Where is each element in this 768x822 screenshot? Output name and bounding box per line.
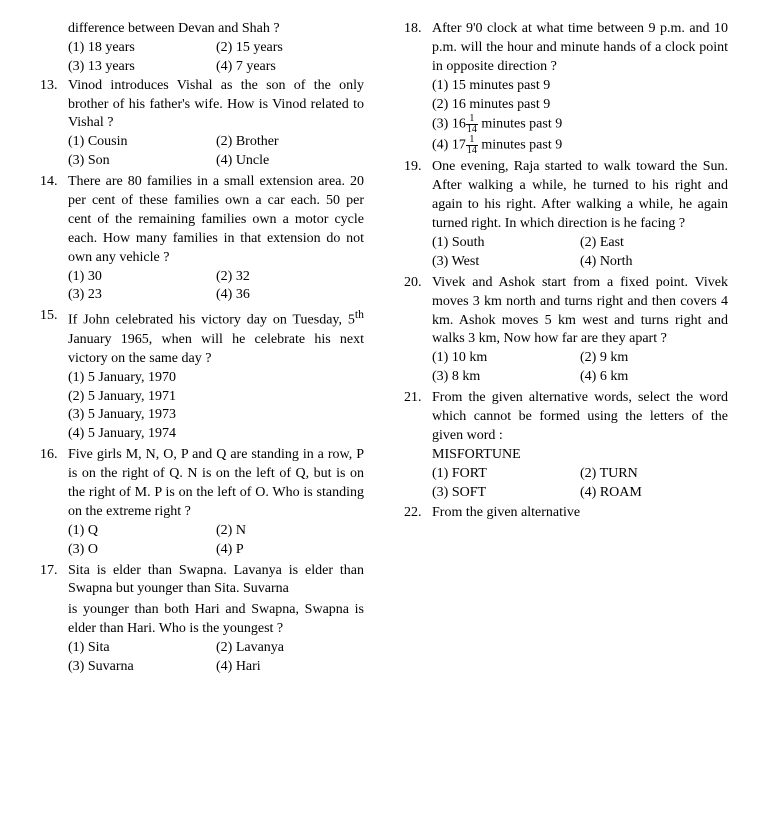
q15-opt1: (1) 5 January, 1970 (68, 369, 364, 388)
q17-body-a: Sita is elder than Swapna. Lavanya is el… (68, 562, 364, 600)
question-15: 15. If John celebrated his victory day o… (40, 307, 364, 444)
q17-opt3: (3) Suvarna (68, 658, 216, 677)
q17-text-b: is younger than both Hari and Swapna, Sw… (68, 601, 364, 639)
q14-options: (1) 30 (2) 32 (3) 23 (4) 36 (68, 268, 364, 306)
q20-opt1: (1) 10 km (432, 349, 580, 368)
q14-number: 14. (40, 173, 68, 305)
question-14: 14. There are 80 families in a small ext… (40, 173, 364, 305)
q15-text: If John celebrated his victory day on Tu… (68, 307, 364, 368)
question-13: 13. Vinod introduces Vishal as the son o… (40, 77, 364, 171)
q13-body: Vinod introduces Vishal as the son of th… (68, 77, 364, 171)
question-19: 19. One evening, Raja started to walk to… (404, 158, 728, 271)
q16-opt3: (3) O (68, 541, 216, 560)
q19-opt1: (1) South (432, 234, 580, 253)
question-18: 18. After 9'0 clock at what time between… (404, 20, 728, 156)
q22-text: From the given alternative (432, 504, 728, 523)
q17-options: (1) Sita (2) Lavanya (3) Suvarna (4) Har… (68, 639, 364, 677)
q21-opt3: (3) SOFT (432, 484, 580, 503)
q16-text: Five girls M, N, O, P and Q are standing… (68, 446, 364, 522)
q16-number: 16. (40, 446, 68, 559)
q12-options: (1) 18 years (2) 15 years (3) 13 years (… (68, 39, 364, 77)
q13-options: (1) Cousin (2) Brother (3) Son (4) Uncle (68, 133, 364, 171)
q13-opt2: (2) Brother (216, 133, 364, 152)
q20-body: Vivek and Ashok start from a fixed point… (432, 274, 728, 387)
q18-body: After 9'0 clock at what time between 9 p… (432, 20, 728, 156)
q22-body: From the given alternative (432, 504, 728, 523)
q15-opt2: (2) 5 January, 1971 (68, 388, 364, 407)
q18-options: (1) 15 minutes past 9 (2) 16 minutes pas… (432, 77, 728, 157)
q21-word: MISFORTUNE (432, 446, 728, 465)
q21-text: From the given alternative words, select… (432, 389, 728, 446)
q21-body: From the given alternative words, select… (432, 389, 728, 502)
q20-number: 20. (404, 274, 432, 387)
q15-number: 15. (40, 307, 68, 444)
q21-opt4: (4) ROAM (580, 484, 728, 503)
q16-body: Five girls M, N, O, P and Q are standing… (68, 446, 364, 559)
q12-opt3: (3) 13 years (68, 58, 216, 77)
q19-options: (1) South (2) East (3) West (4) North (432, 234, 728, 272)
question-22: 22. From the given alternative (404, 504, 728, 523)
exam-page: difference between Devan and Shah ? (1) … (40, 20, 728, 802)
q13-opt4: (4) Uncle (216, 152, 364, 171)
q19-text: One evening, Raja started to walk toward… (432, 158, 728, 234)
q20-opt4: (4) 6 km (580, 368, 728, 387)
q19-opt4: (4) North (580, 253, 728, 272)
q14-opt2: (2) 32 (216, 268, 364, 287)
fraction-icon: 114 (466, 114, 478, 135)
q13-opt1: (1) Cousin (68, 133, 216, 152)
q16-opt1: (1) Q (68, 522, 216, 541)
q15-opt3: (3) 5 January, 1973 (68, 406, 364, 425)
q21-number: 21. (404, 389, 432, 502)
question-17: 17. Sita is elder than Swapna. Lavanya i… (40, 562, 364, 600)
question-16: 16. Five girls M, N, O, P and Q are stan… (40, 446, 364, 559)
q17-opt2: (2) Lavanya (216, 639, 364, 658)
q12-opt4: (4) 7 years (216, 58, 364, 77)
q20-options: (1) 10 km (2) 9 km (3) 8 km (4) 6 km (432, 349, 728, 387)
q18-opt1: (1) 15 minutes past 9 (432, 77, 728, 96)
q19-opt2: (2) East (580, 234, 728, 253)
q14-opt1: (1) 30 (68, 268, 216, 287)
q15-options: (1) 5 January, 1970 (2) 5 January, 1971 … (68, 369, 364, 445)
q19-number: 19. (404, 158, 432, 271)
fraction-icon: 114 (466, 135, 478, 156)
q14-text: There are 80 families in a small extensi… (68, 173, 364, 267)
q22-number: 22. (404, 504, 432, 523)
q13-opt3: (3) Son (68, 152, 216, 171)
q20-opt2: (2) 9 km (580, 349, 728, 368)
q16-opt4: (4) P (216, 541, 364, 560)
q19-opt3: (3) West (432, 253, 580, 272)
q17-opt4: (4) Hari (216, 658, 364, 677)
q21-options: (1) FORT (2) TURN (3) SOFT (4) ROAM (432, 465, 728, 503)
q13-text: Vinod introduces Vishal as the son of th… (68, 77, 364, 134)
q15-body: If John celebrated his victory day on Tu… (68, 307, 364, 444)
q16-opt2: (2) N (216, 522, 364, 541)
q12-continuation: difference between Devan and Shah ? (1) … (68, 20, 364, 77)
q15-opt4: (4) 5 January, 1974 (68, 425, 364, 444)
question-21: 21. From the given alternative words, se… (404, 389, 728, 502)
q13-number: 13. (40, 77, 68, 171)
q18-number: 18. (404, 20, 432, 156)
q12-opt2: (2) 15 years (216, 39, 364, 58)
q21-opt1: (1) FORT (432, 465, 580, 484)
q18-opt3: (3) 16114 minutes past 9 (432, 114, 728, 135)
q14-opt3: (3) 23 (68, 286, 216, 305)
q14-opt4: (4) 36 (216, 286, 364, 305)
q19-body: One evening, Raja started to walk toward… (432, 158, 728, 271)
q17-text-a: Sita is elder than Swapna. Lavanya is el… (68, 562, 364, 600)
q16-options: (1) Q (2) N (3) O (4) P (68, 522, 364, 560)
q21-opt2: (2) TURN (580, 465, 728, 484)
q17-continuation: is younger than both Hari and Swapna, Sw… (68, 601, 364, 677)
q20-text: Vivek and Ashok start from a fixed point… (432, 274, 728, 350)
q14-body: There are 80 families in a small extensi… (68, 173, 364, 305)
q17-number: 17. (40, 562, 68, 600)
q17-opt1: (1) Sita (68, 639, 216, 658)
q18-opt2: (2) 16 minutes past 9 (432, 96, 728, 115)
question-20: 20. Vivek and Ashok start from a fixed p… (404, 274, 728, 387)
q18-opt4: (4) 17114 minutes past 9 (432, 135, 728, 156)
q12-text: difference between Devan and Shah ? (68, 20, 364, 39)
q20-opt3: (3) 8 km (432, 368, 580, 387)
q18-text: After 9'0 clock at what time between 9 p… (432, 20, 728, 77)
q12-opt1: (1) 18 years (68, 39, 216, 58)
